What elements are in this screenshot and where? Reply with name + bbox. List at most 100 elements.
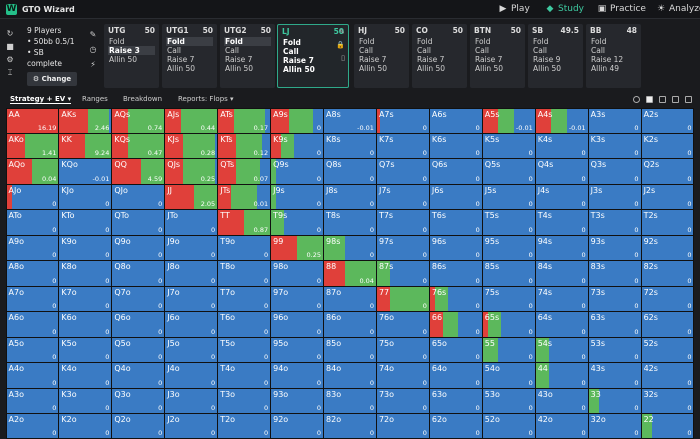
hand-cell[interactable]: T6s 0 [429, 210, 482, 235]
hand-cell[interactable]: J9o 0 [165, 235, 218, 261]
hand-cell[interactable]: QTo 0 [112, 210, 165, 235]
hand-cell[interactable]: KTs 0.12 [218, 133, 271, 159]
hand-cell[interactable]: Q7s 0 [376, 159, 429, 184]
hand-cell[interactable]: 54s 0 [535, 337, 588, 363]
tab-reports-flops[interactable]: Reports: Flops ▾ [178, 95, 234, 103]
hand-cell[interactable]: Q9s 0 [271, 159, 324, 184]
hand-cell[interactable]: 92o 0 [271, 414, 324, 439]
hand-cell[interactable]: A5o 0 [6, 337, 59, 363]
hand-cell[interactable]: K4s 0 [535, 133, 588, 159]
seat-lj[interactable]: LJ 50 Fold Call Raise 7 Allin 50 ✎ 🔒 ▯ [277, 24, 349, 88]
hand-cell[interactable]: J7s 0 [376, 184, 429, 210]
tab-ranges[interactable]: Ranges [82, 95, 108, 103]
hand-cell[interactable]: 86o 0 [324, 312, 376, 337]
hand-cell[interactable]: 84s 0 [535, 261, 588, 286]
hand-cell[interactable]: T8s 0 [324, 210, 376, 235]
hand-cell[interactable]: 92s 0 [641, 235, 694, 261]
hand-cell[interactable]: 85o 0 [324, 337, 376, 363]
seat-utg1[interactable]: UTG1 50 Fold Call Raise 7 Allin 50 [162, 24, 217, 88]
hand-cell[interactable]: K4o 0 [59, 363, 112, 388]
hand-cell[interactable]: 62s 0 [641, 312, 694, 337]
hand-cell[interactable]: K7s 0 [376, 133, 429, 159]
hand-cell[interactable]: ATo 0 [6, 210, 59, 235]
hand-cell[interactable]: 95o 0 [271, 337, 324, 363]
hand-cell[interactable]: J3s 0 [588, 184, 641, 210]
hand-cell[interactable]: ATs 0.17 [218, 108, 271, 133]
hand-cell[interactable]: 86s 0 [429, 261, 482, 286]
hand-cell[interactable]: J8o 0 [165, 261, 218, 286]
seat-action[interactable]: Raise 7 [167, 55, 195, 64]
hand-cell[interactable]: 97s 0 [376, 235, 429, 261]
hand-cell[interactable]: A6s 0 [429, 108, 482, 133]
hand-cell[interactable]: K7o 0 [59, 286, 112, 312]
seat-action[interactable]: Allin 50 [167, 64, 196, 73]
hand-cell[interactable]: 52s 0 [641, 337, 694, 363]
seat-action[interactable]: Raise 12 [591, 55, 624, 64]
hand-cell[interactable]: 42s 0 [641, 363, 694, 388]
seat-action[interactable]: Call [591, 46, 606, 55]
hand-cell[interactable]: J4o 0 [165, 363, 218, 388]
hand-cell[interactable]: KQo -0.01 [59, 159, 112, 184]
hand-cell[interactable]: 42o 0 [535, 414, 588, 439]
hand-cell[interactable]: 83s 0 [588, 261, 641, 286]
seat-action[interactable]: Call [475, 46, 490, 55]
hand-cell[interactable]: J5o 0 [165, 337, 218, 363]
refresh-icon[interactable]: ↻ [6, 29, 14, 38]
hand-cell[interactable]: Q3s 0 [588, 159, 641, 184]
hand-cell[interactable]: AQo 0.04 [6, 159, 59, 184]
hand-cell[interactable]: 97o 0 [271, 286, 324, 312]
hand-cell[interactable]: Q2o 0 [112, 414, 165, 439]
hand-cell[interactable]: A7o 0 [6, 286, 59, 312]
hand-cell[interactable]: 82s 0 [641, 261, 694, 286]
hand-cell[interactable]: 65o 0 [429, 337, 482, 363]
hand-cell[interactable]: T5s 0 [482, 210, 535, 235]
lock-icon[interactable]: 🔒 [336, 41, 345, 49]
tab-strategy-ev[interactable]: Strategy + EV ▾ [10, 95, 72, 104]
hand-cell[interactable]: KJo 0 [59, 184, 112, 210]
hand-cell[interactable]: 73o 0 [376, 388, 429, 414]
nav-play[interactable]: ▶ Play [498, 0, 530, 19]
clock-icon[interactable]: ◷ [89, 45, 97, 54]
hand-cell[interactable]: K2o 0 [59, 414, 112, 439]
seat-action[interactable]: Raise 9 [533, 55, 561, 64]
hand-cell[interactable]: J6o 0 [165, 312, 218, 337]
hand-cell[interactable]: 98o 0 [271, 261, 324, 286]
hand-cell[interactable]: A4s -0.01 [535, 108, 588, 133]
hand-cell[interactable]: T2s 0 [641, 210, 694, 235]
hand-cell[interactable]: Q6o 0 [112, 312, 165, 337]
seat-action[interactable]: Raise 7 [283, 56, 314, 65]
hand-cell[interactable]: AKs 2.46 [59, 108, 112, 133]
hand-cell[interactable]: 55 0 [482, 337, 535, 363]
hand-cell[interactable]: 93o 0 [271, 388, 324, 414]
hand-cell[interactable]: J8s 0 [324, 184, 376, 210]
tab-breakdown[interactable]: Breakdown [123, 95, 163, 103]
hand-cell[interactable]: A8s -0.01 [324, 108, 376, 133]
hand-cell[interactable]: T6o 0 [218, 312, 271, 337]
hand-cell[interactable]: 62o 0 [429, 414, 482, 439]
seat-bb[interactable]: BB 48 Fold Call Raise 12 Allin 49 [586, 24, 641, 88]
hand-cell[interactable]: 96s 0 [429, 235, 482, 261]
hand-cell[interactable]: T4o 0 [218, 363, 271, 388]
hand-cell[interactable]: A4o 0 [6, 363, 59, 388]
hand-cell[interactable]: 64s 0 [535, 312, 588, 337]
hand-cell[interactable]: K9s 0 [271, 133, 324, 159]
hand-cell[interactable]: K8o 0 [59, 261, 112, 286]
hand-cell[interactable]: T9s 0 [271, 210, 324, 235]
hand-cell[interactable]: 83o 0 [324, 388, 376, 414]
seat-btn[interactable]: BTN 50 Fold Call Raise 7 Allin 50 [470, 24, 525, 88]
hand-cell[interactable]: Q5o 0 [112, 337, 165, 363]
hand-cell[interactable]: A5s -0.01 [482, 108, 535, 133]
hand-cell[interactable]: 87o 0 [324, 286, 376, 312]
cursor-icon[interactable]: ⌶ [7, 68, 13, 77]
hand-cell[interactable]: Q6s 0 [429, 159, 482, 184]
save-icon[interactable]: ■ [6, 42, 14, 51]
hand-cell[interactable]: JTo 0 [165, 210, 218, 235]
hand-cell[interactable]: 54o 0 [482, 363, 535, 388]
hand-cell[interactable]: T4s 0 [535, 210, 588, 235]
hand-cell[interactable]: J3o 0 [165, 388, 218, 414]
hand-cell[interactable]: AJo 0 [6, 184, 59, 210]
hand-cell[interactable]: 53s 0 [588, 337, 641, 363]
seat-action[interactable]: Fold [591, 37, 607, 46]
hand-cell[interactable]: AA 16.19 [6, 108, 59, 133]
hand-cell[interactable]: T2o 0 [218, 414, 271, 439]
